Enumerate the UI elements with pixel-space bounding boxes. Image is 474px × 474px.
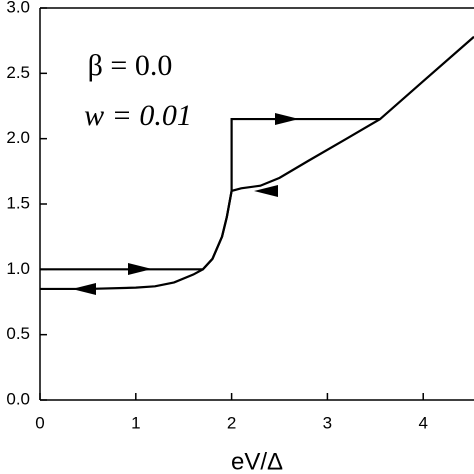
arrow xyxy=(275,113,299,125)
annotation: β = 0.0 xyxy=(88,49,173,82)
x-axis-label: eV/Δ xyxy=(231,448,283,474)
annotation: w = 0.01 xyxy=(84,99,192,132)
y-tick-label: 2.5 xyxy=(6,63,30,82)
x-tick-label: 0 xyxy=(35,413,44,432)
y-tick-label: 1.0 xyxy=(6,259,30,278)
arrow xyxy=(72,283,96,295)
x-tick-label: 3 xyxy=(323,413,332,432)
y-tick-label: 0.0 xyxy=(6,389,30,408)
y-tick-label: 0.5 xyxy=(6,324,30,343)
arrow xyxy=(254,185,278,197)
y-tick-label: 3.0 xyxy=(6,0,30,16)
x-tick-label: 1 xyxy=(131,413,140,432)
line xyxy=(40,117,381,271)
x-tick-label: 2 xyxy=(227,413,236,432)
arrows xyxy=(72,113,299,295)
arrow xyxy=(128,263,152,275)
y-tick-label: 1.5 xyxy=(6,193,30,212)
axes: 0.0 0.5 1.0 1.5 2.0 2.5 3.0 0 1 2 3 4 xyxy=(6,0,474,432)
y-tick-label: 2.0 xyxy=(6,128,30,147)
x-tick-label: 4 xyxy=(418,413,427,432)
